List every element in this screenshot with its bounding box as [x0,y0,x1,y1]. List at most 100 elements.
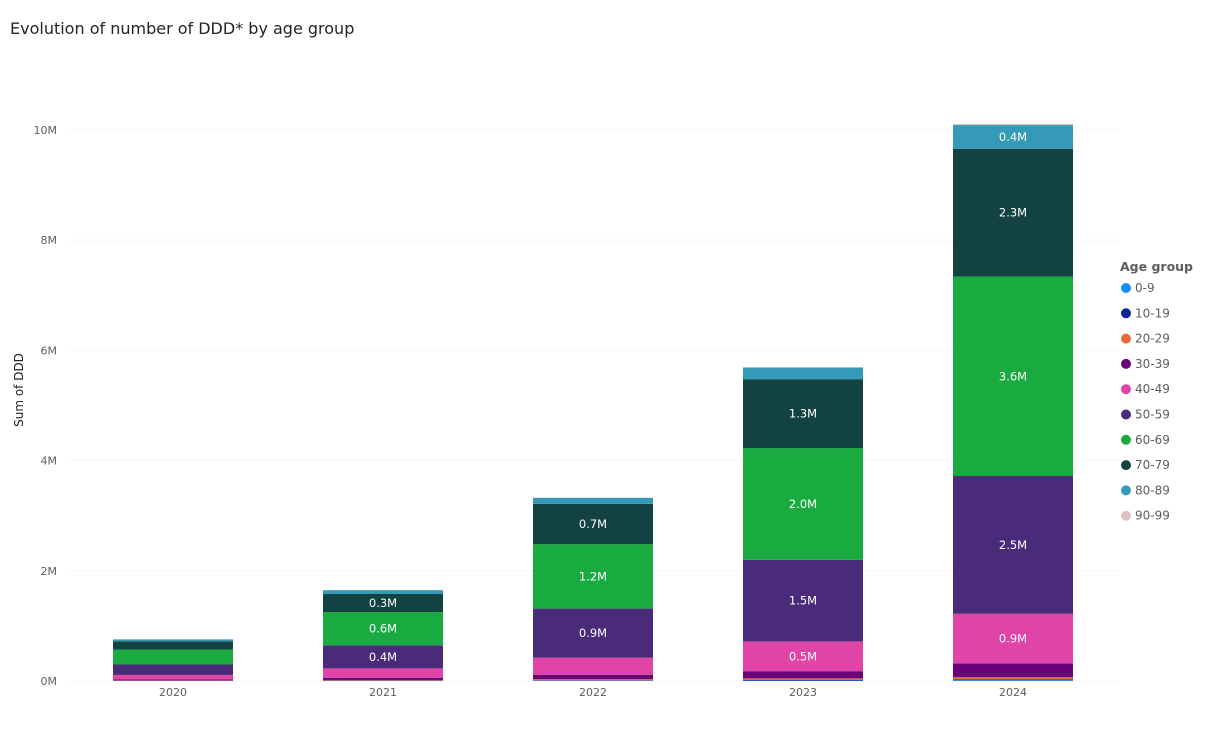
bar-segment[interactable] [953,680,1073,681]
legend-marker [1121,308,1131,319]
bar-group-2021: 0.4M 0.6M 0.3M [323,589,443,681]
legend-marker [1121,384,1131,395]
x-tick-label: 2024 [999,686,1027,699]
bar-segment[interactable] [533,497,653,504]
data-label: 0.9M [579,626,607,640]
bar-segment[interactable] [533,503,653,545]
x-tick-label: 2023 [789,686,817,699]
bar-segment[interactable] [953,613,1073,664]
bar-segment[interactable] [533,657,653,675]
legend-marker [1121,434,1131,445]
legend-item[interactable]: 30-39 [1121,357,1170,371]
legend-label: 70-79 [1135,458,1170,472]
legend-marker [1121,485,1131,496]
legend-item[interactable]: 10-19 [1121,306,1170,320]
data-label: 1.5M [789,594,817,608]
bar-segment[interactable] [323,668,443,678]
bar-segment[interactable] [743,379,863,449]
legend-marker [1121,358,1131,369]
bar-segment[interactable] [113,679,233,681]
legend-item[interactable]: 50-59 [1121,408,1170,422]
legend-title: Age group [1120,259,1193,274]
y-tick-label: 10M [34,124,58,137]
legend-marker [1121,283,1131,293]
bar-segment[interactable] [323,645,443,669]
bar-segment[interactable] [953,276,1073,477]
data-label: 0.7M [579,517,607,531]
bar-segment[interactable] [743,671,863,679]
bar-segment[interactable] [743,678,863,681]
legend-marker [1121,510,1131,521]
bars: 0.4M 0.6M 0.3M 0.9M 1.2M 0.7M 0.5M 1.5M 2.0M 1.3M… [113,123,1073,681]
bar-segment[interactable] [323,612,443,646]
legend: Age group 0-9 10-19 20-29 30-39 40-49 50-59 60… [1120,259,1193,523]
legend-marker [1121,409,1131,420]
bar-segment[interactable] [953,663,1073,678]
bar-segment[interactable] [323,593,443,613]
data-label: 0.9M [999,632,1027,646]
data-label: 0.5M [789,649,817,663]
bar-segment[interactable] [953,125,1073,149]
y-axis-ticks: 0M 2M 4M 6M 8M 10M [34,124,58,688]
legend-item[interactable]: 70-79 [1121,458,1170,472]
bar-segment[interactable] [533,674,653,680]
x-tick-label: 2021 [369,686,397,699]
bar-segment[interactable] [323,677,443,680]
y-tick-label: 4M [41,455,58,468]
bar-segment[interactable] [743,367,863,380]
data-label: 2.5M [999,538,1027,552]
legend-item[interactable]: 20-29 [1121,332,1170,346]
data-label: 1.3M [789,407,817,421]
data-label: 0.4M [999,130,1027,144]
bar-segment[interactable] [953,677,1073,680]
bar-group-2022: 0.9M 1.2M 0.7M [533,497,653,681]
y-tick-label: 2M [41,565,58,578]
legend-label: 80-89 [1135,483,1170,497]
legend-label: 30-39 [1135,357,1170,371]
y-tick-label: 0M [41,675,58,688]
bar-segment[interactable] [953,148,1073,277]
legend-label: 60-69 [1135,433,1170,447]
bar-segment[interactable] [113,639,233,642]
bar-segment[interactable] [113,664,233,675]
legend-marker [1121,333,1131,344]
data-label: 1.2M [579,569,607,583]
bar-segment[interactable] [533,679,653,681]
data-label: 3.6M [999,369,1027,383]
data-label: 2.3M [999,206,1027,220]
legend-label: 20-29 [1135,332,1170,346]
bar-segment[interactable] [113,641,233,650]
bar-segment[interactable] [533,608,653,658]
data-label: 2.0M [789,497,817,511]
bar-segment[interactable] [743,680,863,681]
legend-label: 50-59 [1135,408,1170,422]
bar-segment[interactable] [113,674,233,680]
legend-item[interactable]: 60-69 [1121,433,1170,447]
x-tick-label: 2020 [159,686,187,699]
bar-segment[interactable] [743,641,863,672]
legend-item[interactable]: 40-49 [1121,382,1170,396]
data-label: 0.4M [369,650,397,664]
legend-item[interactable]: 90-99 [1121,509,1170,523]
y-tick-label: 8M [41,234,58,247]
bar-segment[interactable] [953,679,1073,681]
bar-segment[interactable] [743,448,863,560]
bar-segment[interactable] [323,590,443,594]
bar-segment[interactable] [743,559,863,642]
data-label: 0.6M [369,622,397,636]
legend-marker [1121,460,1131,471]
legend-item[interactable]: 80-89 [1121,483,1170,497]
bar-group-2024: 0.9M 2.5M 3.6M 2.3M 0.4M [953,123,1073,681]
bar-segment[interactable] [953,123,1073,126]
bar-segment[interactable] [113,649,233,665]
bar-group-2023: 0.5M 1.5M 2.0M 1.3M [743,367,863,681]
bar-segment[interactable] [323,679,443,681]
legend-item[interactable]: 0-9 [1121,281,1155,295]
x-axis-ticks: 2020 2021 2022 2023 2024 [159,686,1027,699]
bar-segment[interactable] [953,476,1073,614]
bar-segment[interactable] [533,544,653,609]
legend-label: 0-9 [1135,281,1155,295]
x-tick-label: 2022 [579,686,607,699]
legend-label: 90-99 [1135,509,1170,523]
